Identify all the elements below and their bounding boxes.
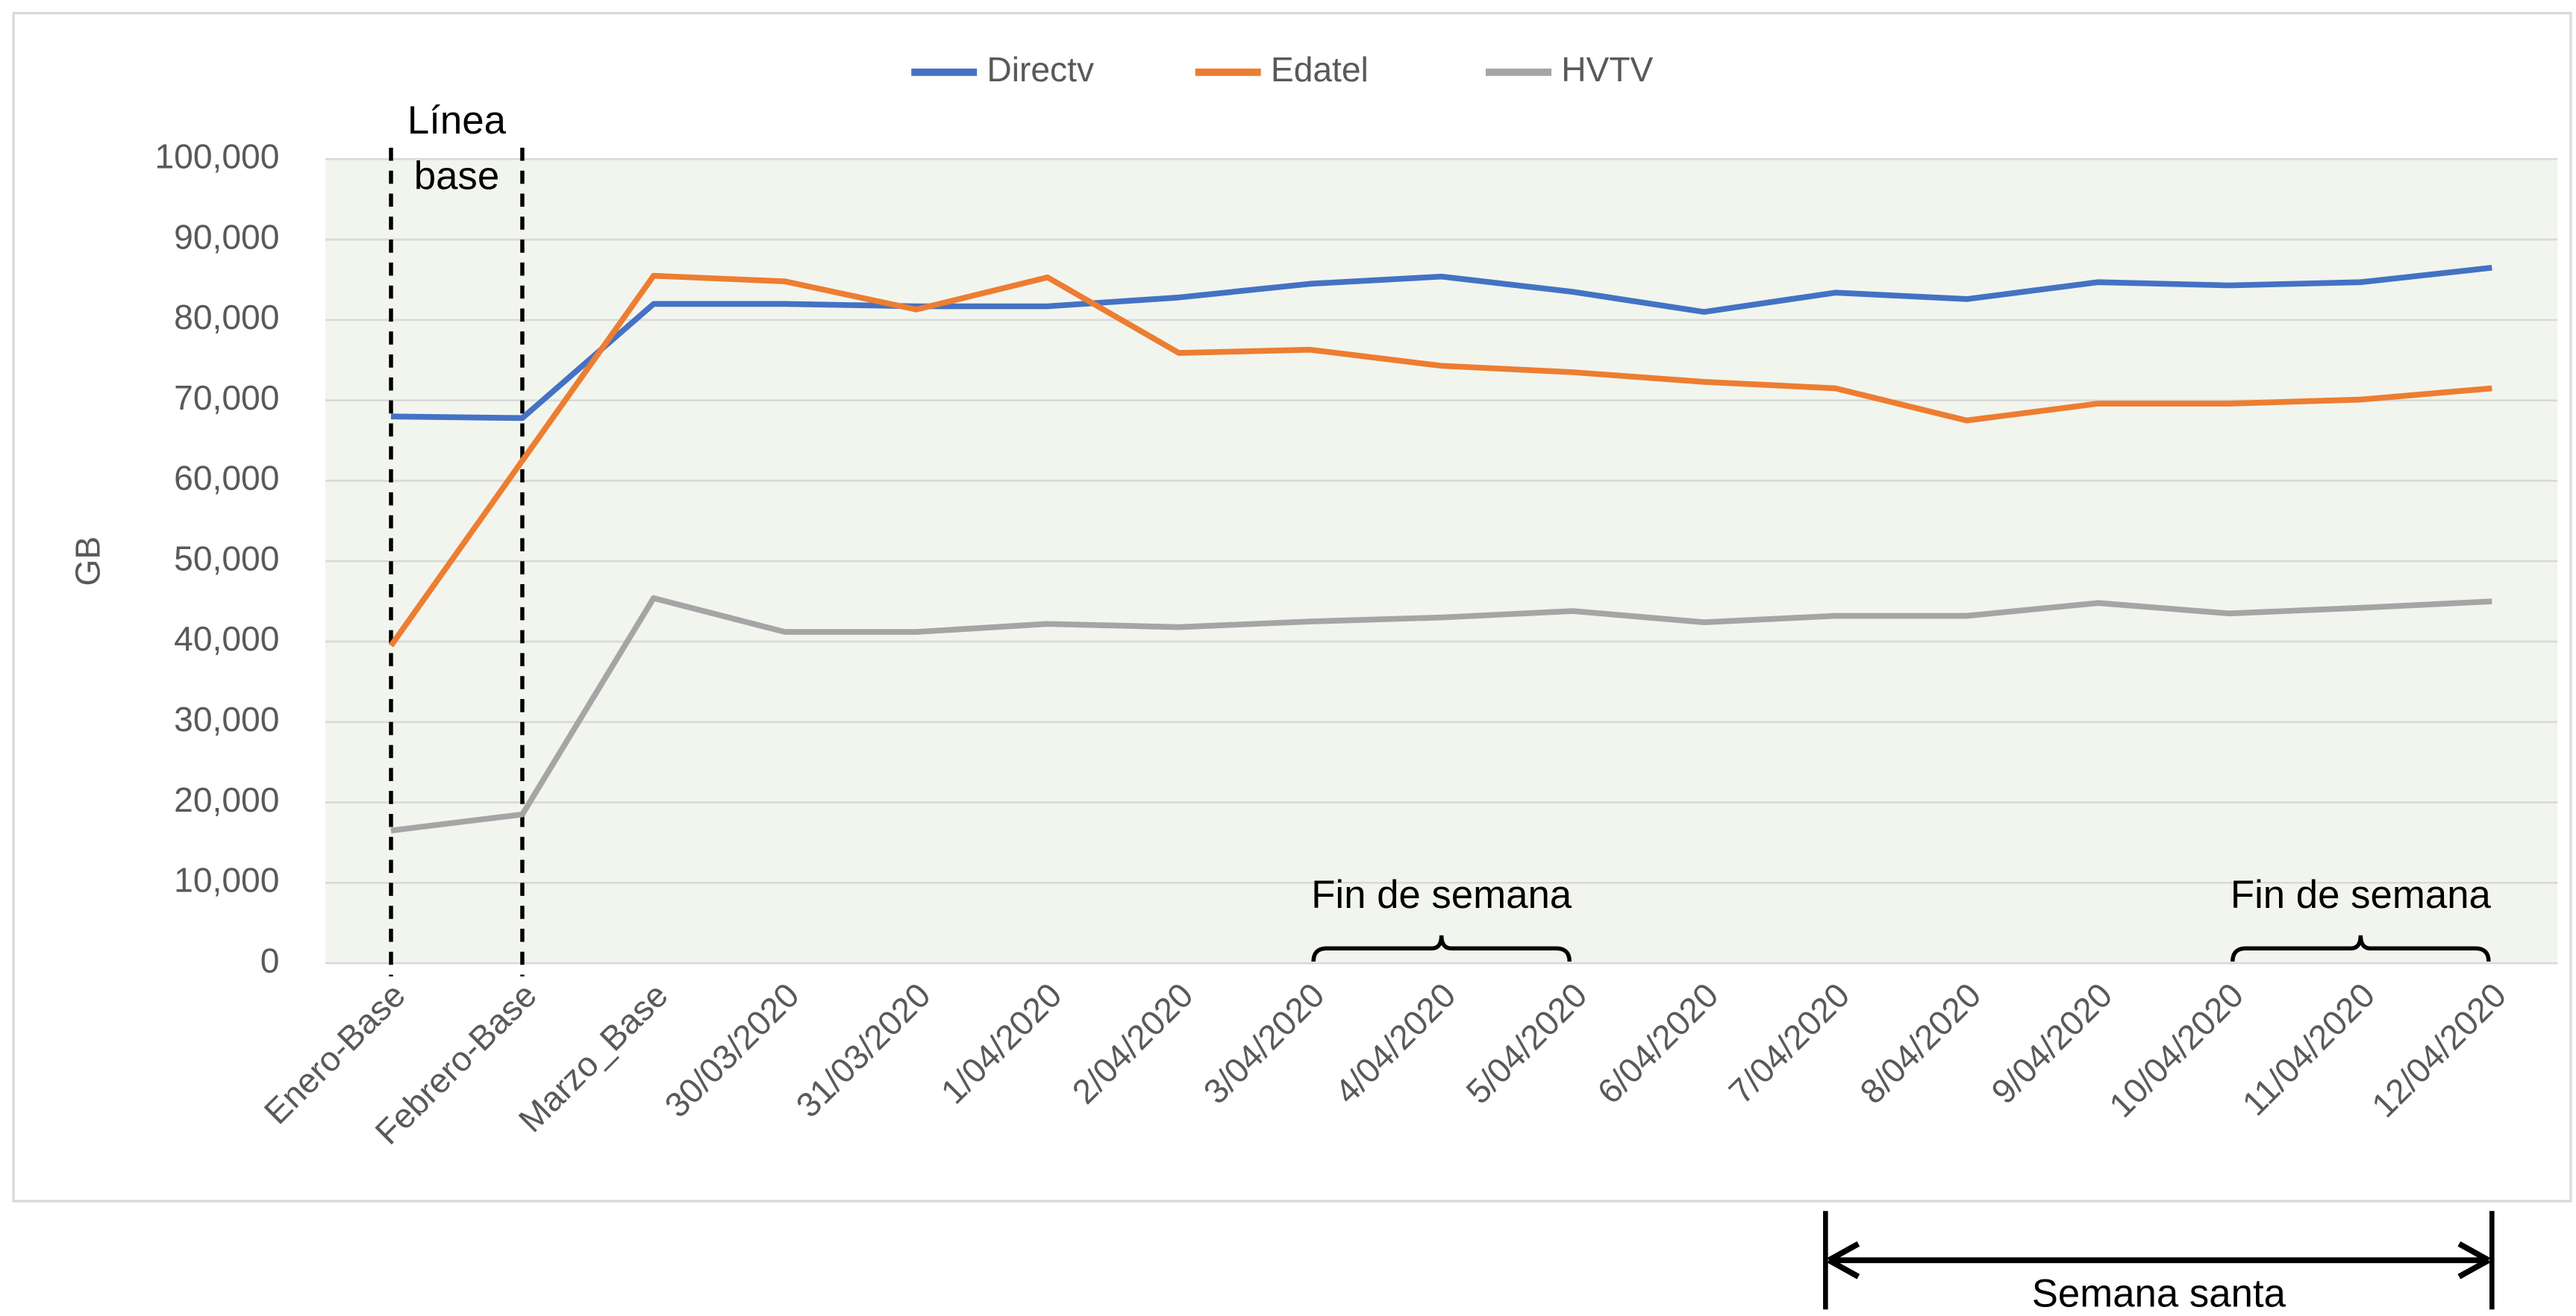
y-tick-label: 90,000 (174, 217, 279, 256)
legend-label: Directv (987, 50, 1094, 89)
legend-label: HVTV (1561, 50, 1653, 89)
y-axis-label: GB (69, 536, 107, 586)
y-tick-label: 30,000 (174, 700, 279, 739)
annotation: Fin de semana (1311, 873, 1572, 917)
annotation: Semana santa (2032, 1272, 2286, 1316)
annotation: base (414, 154, 499, 198)
annotation: Línea (407, 98, 507, 142)
legend-label: Edatel (1271, 50, 1369, 89)
series-line (390, 265, 2492, 422)
y-tick-label: 50,000 (174, 539, 279, 577)
brace (1311, 935, 1572, 962)
y-tick-label: 100,000 (155, 137, 280, 176)
y-tick-label: 20,000 (174, 780, 279, 819)
y-tick-label: 0 (260, 941, 280, 980)
brace (2230, 935, 2491, 962)
series-line (388, 272, 2492, 648)
y-tick-label: 40,000 (174, 619, 279, 658)
y-tick-label: 80,000 (174, 298, 279, 336)
arrow-head (1827, 1241, 2490, 1279)
series-line (390, 595, 2492, 834)
annotation: Fin de semana (2230, 873, 2492, 917)
y-tick-label: 10,000 (174, 861, 279, 900)
y-tick-label: 70,000 (174, 378, 279, 417)
y-tick-label: 60,000 (174, 459, 279, 498)
